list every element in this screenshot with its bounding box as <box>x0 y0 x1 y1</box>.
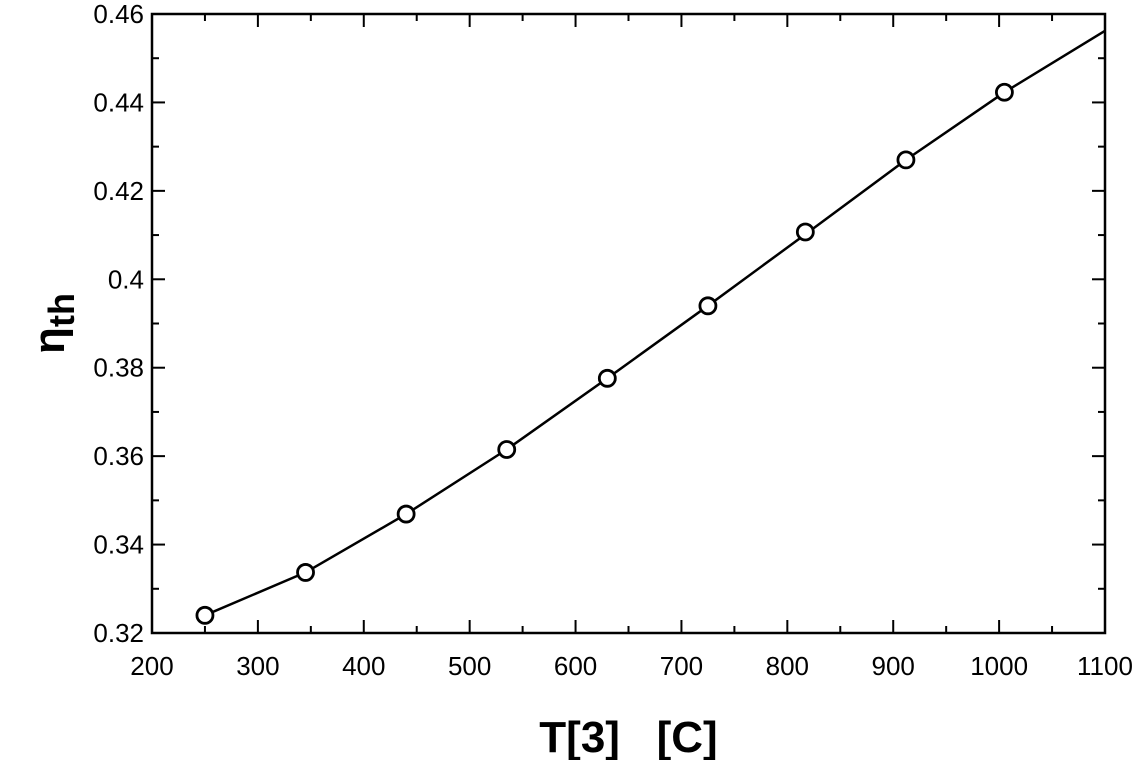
x-axis-title: T[3] [C] <box>539 713 717 760</box>
y-tick-label: 0.34 <box>93 530 144 560</box>
x-tick-label: 1000 <box>970 651 1028 681</box>
y-axis-title-main: η <box>25 327 74 354</box>
x-tick-label: 500 <box>448 651 491 681</box>
x-tick-label: 1100 <box>1077 651 1133 681</box>
data-point-marker <box>296 563 315 582</box>
y-axis-ticks: 0.32 0.34 0.36 0.38 0.4 0.42 0.44 0.46 <box>93 0 1105 648</box>
data-point-marker <box>995 82 1014 102</box>
y-tick-label: 0.46 <box>93 0 144 29</box>
y-tick-label: 0.42 <box>93 176 144 206</box>
y-tick-label: 0.44 <box>93 87 144 117</box>
x-tick-label: 800 <box>766 651 809 681</box>
x-tick-label: 300 <box>236 651 279 681</box>
y-tick-label: 0.36 <box>93 441 144 471</box>
x-axis-ticks: 200 300 400 500 600 700 800 900 1000 1100 <box>130 14 1133 681</box>
series-line <box>204 29 1106 617</box>
data-point-marker <box>497 440 517 459</box>
y-tick-label: 0.38 <box>93 353 144 383</box>
data-point-marker <box>396 504 416 524</box>
data-series <box>195 29 1106 625</box>
plot-frame <box>150 12 1107 635</box>
data-point-marker <box>597 368 617 388</box>
y-tick-label: 0.4 <box>108 264 144 294</box>
x-tick-label: 400 <box>342 651 385 681</box>
x-tick-label: 700 <box>660 651 703 681</box>
x-tick-label: 900 <box>872 651 915 681</box>
data-point-marker <box>795 222 815 242</box>
x-tick-label: 600 <box>554 651 597 681</box>
y-tick-label: 0.32 <box>93 618 144 648</box>
data-point-marker <box>896 150 916 170</box>
x-tick-label: 200 <box>130 651 173 681</box>
data-point-marker <box>698 296 718 316</box>
y-axis-title: ηth <box>25 293 82 354</box>
y-axis-title-subscript: th <box>41 293 82 327</box>
data-point-marker <box>195 605 215 625</box>
